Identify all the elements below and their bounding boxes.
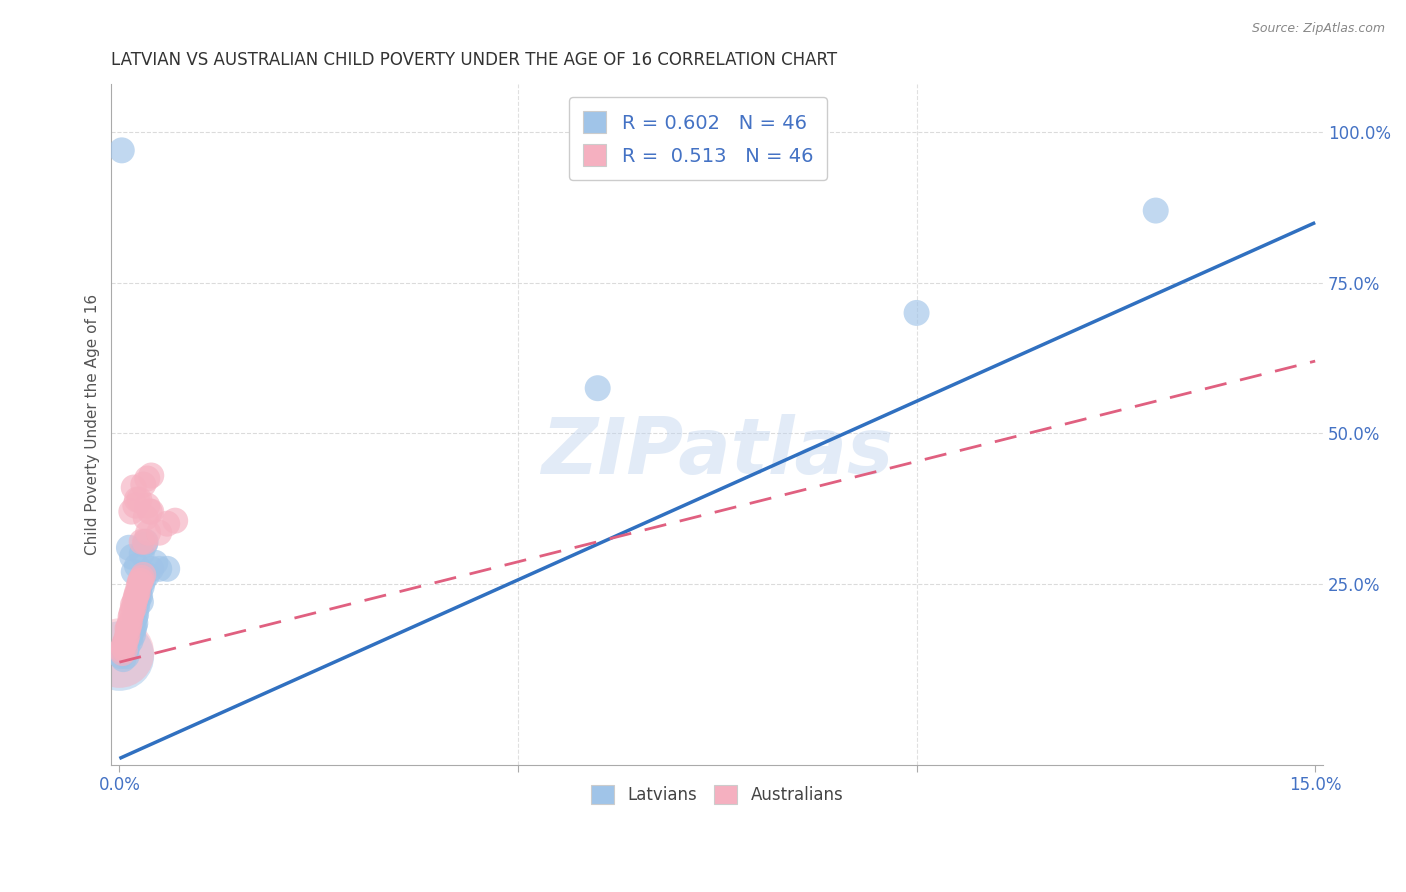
Point [141, 468, 163, 483]
Point [122, 622, 145, 636]
Point [165, 514, 187, 528]
Legend: Latvians, Australians: Latvians, Australians [581, 775, 853, 814]
Point [125, 558, 148, 573]
Point [122, 628, 145, 642]
Point [127, 586, 149, 600]
Y-axis label: Child Poverty Under the Age of 16: Child Poverty Under the Age of 16 [86, 293, 100, 555]
Text: Source: ZipAtlas.com: Source: ZipAtlas.com [1251, 22, 1385, 36]
Point [586, 381, 609, 395]
Point [122, 601, 145, 615]
Point [125, 586, 148, 600]
Text: LATVIAN VS AUSTRALIAN CHILD POVERTY UNDER THE AGE OF 16 CORRELATION CHART: LATVIAN VS AUSTRALIAN CHILD POVERTY UNDE… [111, 51, 838, 69]
Point [117, 640, 139, 654]
Point [121, 622, 143, 636]
Point [124, 619, 146, 633]
Point [138, 505, 160, 519]
Point [148, 525, 170, 540]
Point [115, 649, 138, 664]
Point [132, 477, 155, 491]
Point [108, 649, 131, 664]
Point [129, 595, 152, 609]
Point [118, 615, 141, 630]
Point [117, 628, 139, 642]
Point [125, 601, 148, 615]
Point [141, 505, 163, 519]
Point [114, 634, 136, 648]
Point [134, 534, 156, 549]
Point [114, 637, 136, 651]
Point [124, 615, 146, 630]
Point [131, 547, 153, 561]
Point [124, 610, 146, 624]
Point [118, 631, 141, 645]
Point [111, 643, 134, 657]
Point [110, 649, 132, 664]
Point [111, 646, 134, 660]
Point [115, 631, 138, 645]
Point [136, 471, 159, 485]
Point [129, 589, 152, 603]
Point [117, 634, 139, 648]
Point [124, 591, 146, 606]
Point [111, 144, 134, 158]
Point [122, 598, 145, 612]
Text: ZIPatlas: ZIPatlas [541, 414, 893, 490]
Point [136, 525, 159, 540]
Point [128, 577, 150, 591]
Point [112, 637, 135, 651]
Point [124, 499, 146, 513]
Point [125, 607, 148, 621]
Point [111, 646, 134, 660]
Point [156, 516, 179, 531]
Point [128, 589, 150, 603]
Point [131, 534, 153, 549]
Point [112, 640, 135, 654]
Point [131, 571, 153, 585]
Point [118, 619, 141, 633]
Point [134, 538, 156, 552]
Point [118, 628, 141, 642]
Point [118, 541, 141, 555]
Point [132, 574, 155, 588]
Point [121, 604, 143, 618]
Point [120, 607, 142, 621]
Point [114, 643, 136, 657]
Point [141, 562, 163, 576]
Point [117, 622, 139, 636]
Point [131, 580, 153, 594]
Point [112, 640, 135, 654]
Point [117, 622, 139, 636]
Point [905, 306, 928, 320]
Point [148, 562, 170, 576]
Point [156, 562, 179, 576]
Point [111, 643, 134, 657]
Point [121, 549, 143, 564]
Point [136, 567, 159, 582]
Point [120, 634, 142, 648]
Point [122, 481, 145, 495]
Point [135, 534, 157, 549]
Point [127, 595, 149, 609]
Point [114, 643, 136, 657]
Point [132, 567, 155, 582]
Point [108, 646, 131, 660]
Point [1144, 203, 1167, 218]
Point [128, 580, 150, 594]
Point [129, 574, 152, 588]
Point [120, 610, 142, 624]
Point [124, 595, 146, 609]
Point [136, 499, 159, 513]
Point [125, 589, 148, 603]
Point [120, 505, 142, 519]
Point [135, 510, 157, 524]
Point [128, 492, 150, 507]
Point [112, 652, 135, 666]
Point [122, 565, 145, 579]
Point [128, 582, 150, 597]
Point [117, 631, 139, 645]
Point [129, 574, 152, 588]
Point [143, 556, 166, 570]
Point [125, 492, 148, 507]
Point [120, 625, 142, 640]
